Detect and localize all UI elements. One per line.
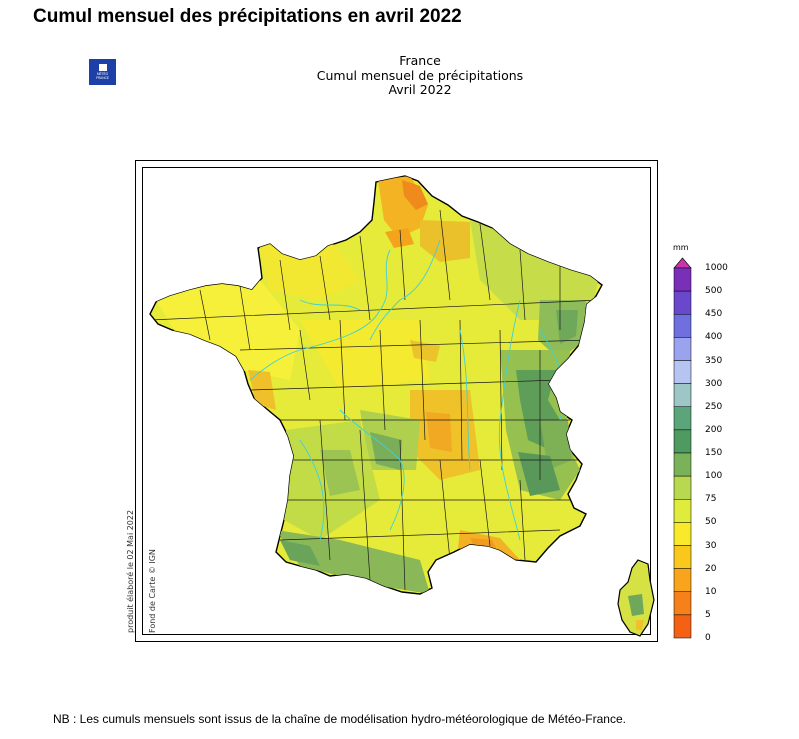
logo-text-bottom: FRANCE — [95, 75, 110, 80]
legend-label: 200 — [705, 424, 723, 435]
legend-label: 75 — [705, 494, 717, 505]
legend-label: 20 — [705, 563, 717, 574]
legend-label: 150 — [705, 448, 723, 458]
map-header: France Cumul mensuel de précipitations A… — [300, 53, 540, 98]
legend-unit: mm — [673, 243, 689, 252]
legend-label: 350 — [705, 355, 723, 366]
legend-label: 0 — [705, 633, 711, 643]
map-frame-outer — [135, 160, 658, 642]
map-header-period: Avril 2022 — [388, 82, 452, 97]
legend-label: 400 — [705, 332, 723, 343]
legend-label: 100 — [705, 471, 723, 482]
map-header-product: Cumul mensuel de précipitations — [316, 67, 524, 83]
footnote: NB : Les cumuls mensuels sont issus de l… — [53, 712, 626, 726]
map-credit-source: Fond de Carte © IGN — [148, 549, 157, 633]
department-borders — [150, 209, 601, 591]
legend-label: 30 — [705, 540, 717, 551]
map-frame-inner — [142, 167, 651, 635]
legend-label: 300 — [705, 378, 723, 389]
logo-text-top: MÉTÉO — [96, 71, 109, 76]
legend-label: 250 — [705, 401, 723, 412]
legend-label: 5 — [705, 609, 711, 620]
map-credit-date: produit élaboré le 02 Mai 2022 — [126, 509, 135, 633]
legend-label: 10 — [705, 586, 717, 597]
meteo-france-logo: MÉTÉO FRANCE — [89, 59, 116, 85]
legend-label: 450 — [705, 309, 723, 320]
logo-mark-icon — [98, 63, 107, 71]
legend-label: 1000 — [705, 263, 728, 273]
map-header-country: France — [399, 53, 441, 68]
page-title: Cumul mensuel des précipitations en avri… — [33, 6, 462, 27]
legend-label: 50 — [705, 517, 717, 528]
legend-label: 500 — [705, 286, 723, 297]
